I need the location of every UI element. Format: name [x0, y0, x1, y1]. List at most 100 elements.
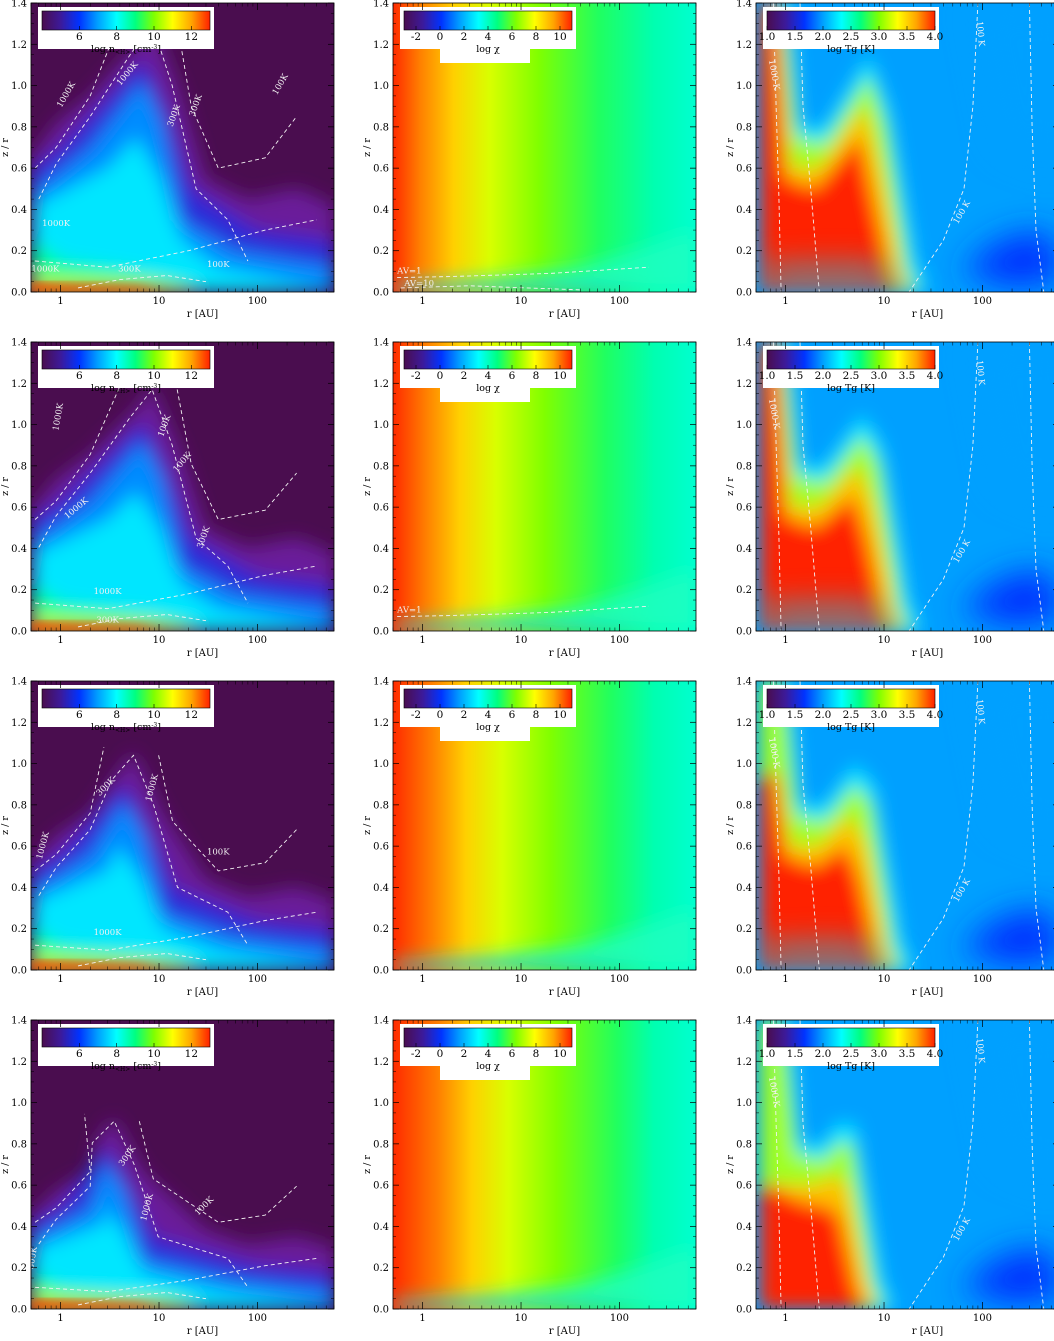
y-axis-label: z / r: [0, 477, 11, 496]
y-tick-label: 0.0: [11, 288, 27, 299]
y-tick-label: 1.2: [736, 40, 752, 51]
y-tick-label: 0.4: [373, 1222, 389, 1233]
y-tick-label: 0.6: [373, 503, 389, 514]
colorbar-tick-label: 4: [485, 370, 492, 382]
colorbar-tick-label: 8: [533, 1048, 540, 1060]
colorbar-tick-label: 8: [533, 709, 540, 721]
contours: [772, 681, 1045, 970]
x-axis-label: r [AU]: [912, 1326, 944, 1337]
x-tick-label: 10: [515, 635, 528, 646]
contour-line: [77, 953, 207, 967]
temperature-outer-cold: [960, 230, 1054, 288]
x-tick-label: 10: [515, 296, 528, 307]
y-tick-label: 0.6: [736, 503, 752, 514]
colorbar-tick-label: 10: [147, 1048, 160, 1060]
y-tick-label: 0.8: [11, 461, 27, 472]
contour-label: 1000K: [94, 928, 123, 938]
y-tick-label: 0.6: [11, 1181, 27, 1192]
y-tick-label: 0.0: [11, 1305, 27, 1316]
colorbar-gradient: [41, 10, 211, 31]
colorbar-label-tab: [440, 49, 530, 63]
colorbar-tick-label: 4.0: [927, 709, 944, 721]
y-tick-label: 0.4: [373, 205, 389, 216]
y-axis-label: z / r: [362, 477, 373, 496]
x-tick-label: 100: [973, 1313, 992, 1324]
contour-line: [1028, 681, 1045, 970]
y-tick-label: 1.0: [736, 759, 752, 770]
y-tick-label: 1.4: [373, 338, 389, 349]
y-tick-label: 1.0: [11, 420, 27, 431]
y-tick-label: 1.0: [373, 420, 389, 431]
contour-label: 300K: [96, 616, 119, 626]
y-tick-label: 1.2: [11, 379, 27, 390]
colorbar-tick-label: 8: [533, 370, 540, 382]
y-tick-label: 0.8: [736, 800, 752, 811]
x-axis-label: r [AU]: [187, 987, 219, 998]
y-tick-label: 1.4: [11, 338, 27, 349]
colorbar-tick-label: 2: [461, 31, 468, 43]
contour-label: 1000K: [94, 587, 123, 597]
colorbar: -2 0 2 4 6 8 10 log χ: [400, 7, 576, 63]
x-tick-label: 100: [248, 1313, 267, 1324]
contour-line: [1028, 3, 1045, 292]
y-tick-label: 1.2: [11, 718, 27, 729]
contour-line: [400, 285, 581, 291]
temperature-midplane: [760, 943, 902, 970]
y-tick-label: 0.2: [11, 246, 27, 257]
colorbar-gradient: [41, 688, 211, 709]
x-tick-label: 100: [973, 974, 992, 985]
x-tick-label: 10: [153, 974, 166, 985]
x-axis-label: r [AU]: [549, 648, 581, 659]
colorbar-tick-label: 0: [437, 1048, 444, 1060]
y-axis-label: z / r: [0, 138, 11, 157]
x-tick-label: 1: [782, 1313, 788, 1324]
fuv-midplane-shadow: [393, 569, 696, 631]
y-tick-label: 0.0: [11, 627, 27, 638]
contour-label: 1000K: [51, 402, 66, 432]
colorbar-tick-label: 2.0: [815, 370, 832, 382]
y-tick-label: 0.2: [736, 246, 752, 257]
colorbar-tick-label: 1.0: [759, 31, 776, 43]
colorbar-label: log Tg [K]: [827, 383, 875, 394]
x-tick-label: 100: [610, 296, 629, 307]
contour-label: 100 K: [974, 1038, 986, 1065]
y-tick-label: 0.6: [373, 842, 389, 853]
y-tick-label: 1.0: [373, 81, 389, 92]
contours: [34, 380, 317, 628]
x-tick-label: 1: [57, 1313, 63, 1324]
contour-labels: AV=1 AV=10: [396, 266, 434, 288]
colorbar-tick-label: 2.5: [843, 1048, 860, 1060]
y-tick-label: 0.2: [736, 924, 752, 935]
y-tick-label: 1.4: [11, 677, 27, 688]
x-tick-label: 10: [878, 296, 891, 307]
x-axis-label: r [AU]: [187, 1326, 219, 1337]
y-tick-label: 0.4: [373, 544, 389, 555]
colorbar: 1.0 1.5 2.0 2.5 3.0 3.5 4.0 log Tg [K]: [759, 7, 943, 55]
x-tick-label: 100: [610, 974, 629, 985]
y-tick-label: 0.6: [11, 842, 27, 853]
colorbar-tick-label: 1.5: [787, 31, 804, 43]
contour-line: [35, 565, 317, 610]
y-tick-label: 0.2: [373, 585, 389, 596]
temperature-layer-red: [760, 3, 899, 292]
y-tick-label: 1.4: [736, 0, 752, 10]
colorbar-tick-label: 2.0: [815, 31, 832, 43]
density-midplane-core: [31, 621, 167, 631]
y-tick-label: 0.4: [11, 1222, 27, 1233]
colorbar-tick-label: 3.5: [899, 709, 916, 721]
density-core: [31, 621, 167, 631]
colorbar-tick-label: 3.5: [899, 1048, 916, 1060]
temperature-layer-red: [760, 1185, 865, 1309]
colorbar-tick-label: 10: [553, 709, 566, 721]
temperature-outer-corner: [972, 3, 1054, 167]
colorbar-tick-label: 6: [76, 709, 83, 721]
y-axis-label: z / r: [362, 138, 373, 157]
